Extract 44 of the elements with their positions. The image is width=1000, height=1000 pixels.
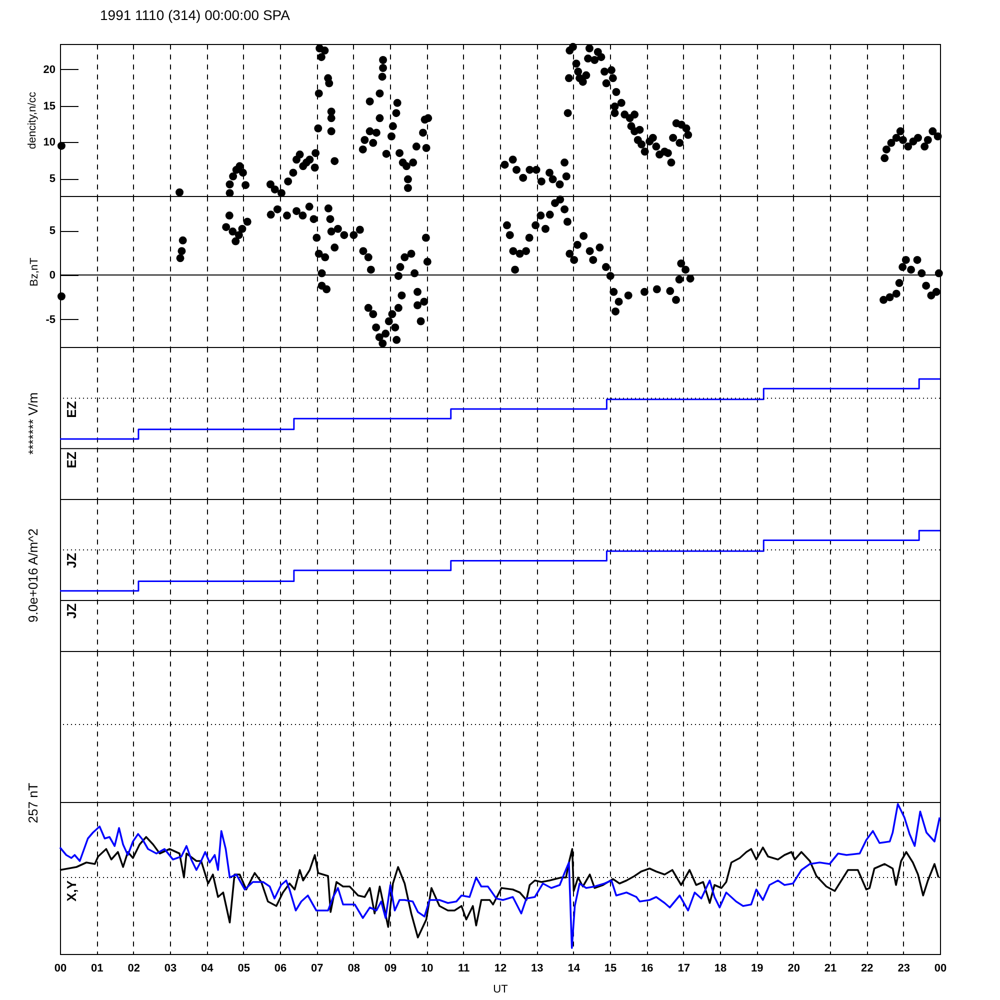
y-tick-label: 15	[43, 100, 56, 112]
y-tick-label: 20	[43, 64, 56, 76]
x-tick-label: 07	[311, 962, 324, 974]
x-axis-title: UT	[493, 984, 508, 996]
x-tick-label: 13	[531, 962, 544, 974]
x-tick-label: 06	[274, 962, 287, 974]
y-tick-label: 10	[43, 136, 56, 149]
x-tick-label: 10	[421, 962, 434, 974]
x-tick-label: 09	[384, 962, 397, 974]
x-tick-label: 12	[494, 962, 507, 974]
ref-line-label: EZ	[64, 452, 79, 468]
y-tick-label: 5	[49, 173, 56, 186]
x-tick-label: 22	[861, 962, 874, 974]
x-tick-label: 15	[604, 962, 617, 974]
x-tick-label: 01	[91, 962, 104, 974]
y-tick-label: 0	[49, 270, 56, 282]
x-tick-label: 20	[788, 962, 800, 974]
y-axis-title: 9.0e+016 A/m^2	[26, 528, 40, 622]
x-tick-label: 04	[201, 962, 214, 974]
x-tick-label: 02	[128, 962, 140, 974]
ref-line-label: EZ	[64, 401, 79, 418]
y-axis-title: Bz,nT	[28, 257, 41, 286]
x-tick-label: 11	[458, 962, 470, 974]
x-tick-label: 05	[238, 962, 250, 974]
x-tick-label: 14	[568, 962, 581, 974]
chart-title: 1991 1110 (314) 00:00:00 SPA	[100, 6, 291, 23]
x-tick-label: 00	[54, 962, 67, 974]
x-tick-label: 16	[641, 962, 654, 974]
x-tick-label: 08	[348, 962, 360, 974]
y-tick-label: -5	[46, 314, 56, 326]
y-axis-title: ******* V/m	[26, 392, 40, 455]
x-tick-label: 00	[934, 962, 947, 974]
x-tick-label: 17	[678, 962, 690, 974]
ref-line-label: X,Y	[64, 880, 79, 902]
x-tick-label: 23	[898, 962, 910, 974]
x-tick-label: 03	[164, 962, 177, 974]
x-tick-label: 18	[714, 962, 727, 974]
y-axis-title: 257 nT	[26, 782, 40, 824]
ref-line-label: JZ	[64, 552, 79, 568]
x-tick-label: 19	[751, 962, 764, 974]
y-axis-title: dencity,n/cc	[26, 91, 38, 150]
y-tick-label: 5	[49, 225, 56, 238]
x-tick-label: 21	[824, 962, 837, 974]
ref-line-label: JZ	[64, 603, 79, 619]
